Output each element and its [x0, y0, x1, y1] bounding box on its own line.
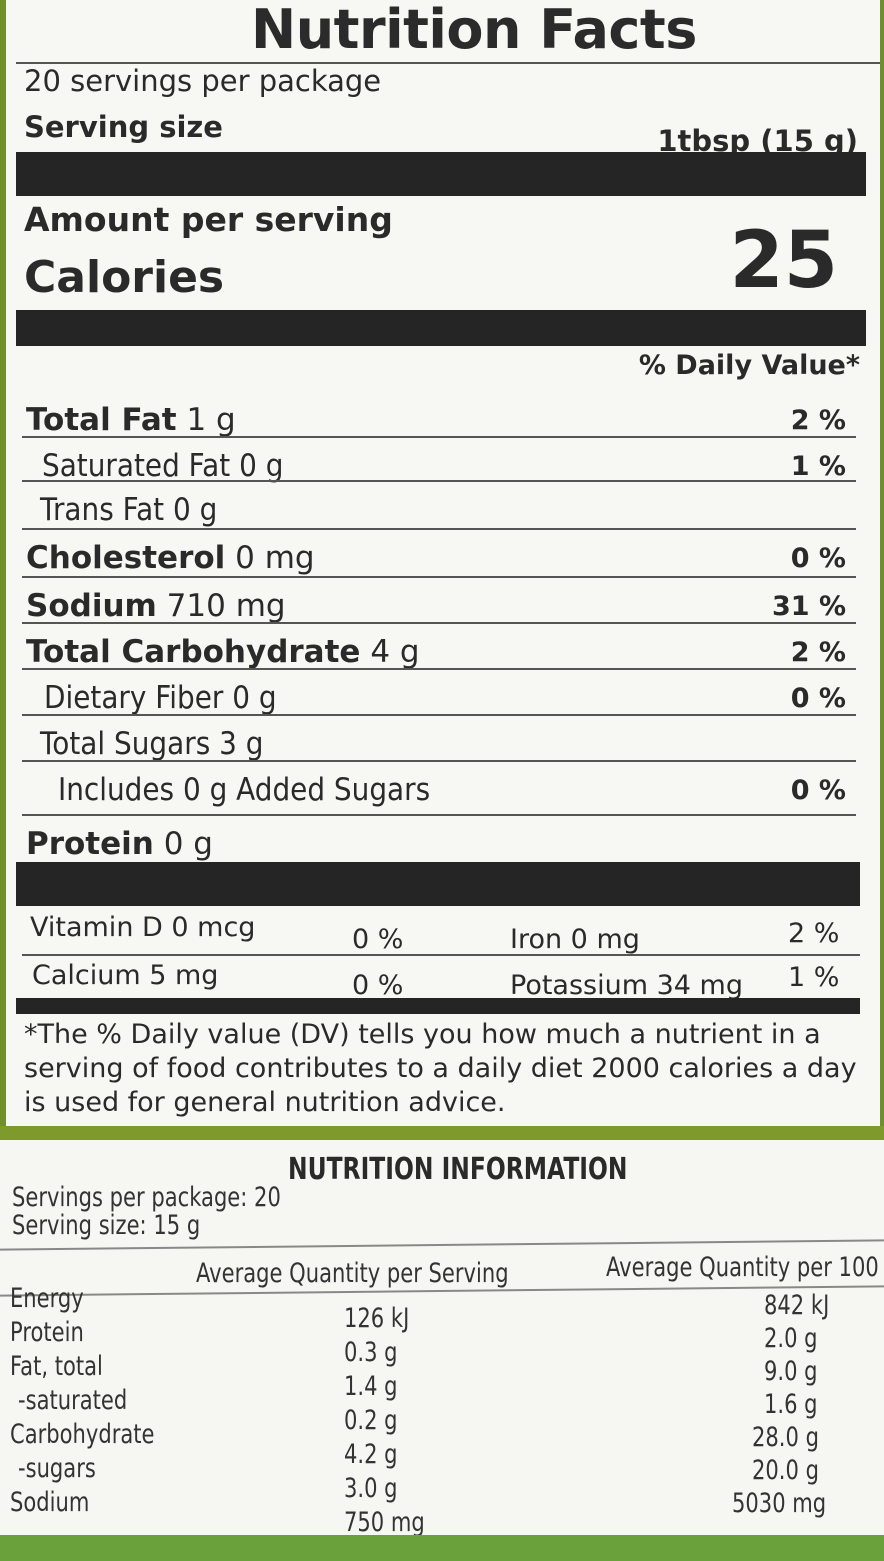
nutrient-label: Includes 0 g Added Sugars — [58, 772, 430, 808]
nutrient-name: Dietary Fiber — [44, 680, 224, 716]
calcium: Calcium 5 mg — [32, 960, 219, 991]
calories-label: Calories — [24, 252, 225, 303]
nutrient-daily-value: 2 % — [790, 637, 846, 668]
vitamin-d-dv: 0 % — [352, 924, 404, 955]
nutrient-daily-value: 0 % — [790, 775, 846, 806]
nutrient-row: Total Fat 1 g 2 % — [22, 392, 856, 438]
nutrient-name: Total Carbohydrate — [26, 634, 361, 670]
nutrient-amount: 0 mg — [235, 540, 315, 576]
au-per-100g-value: 2.0 g — [764, 1323, 818, 1354]
nutrient-row: Sodium 710 mg 31 % — [22, 576, 856, 624]
servings-per-package: 20 servings per package — [24, 64, 382, 98]
nutrient-name: Total Fat — [26, 402, 177, 438]
potassium: Potassium 34 mg — [510, 970, 743, 1001]
nutrient-name: Includes 0 g Added Sugars — [58, 772, 431, 808]
nutrient-amount: 0 g — [163, 826, 213, 862]
au-nutrient-name: Sodium — [10, 1487, 90, 1518]
packaging-border — [0, 1126, 884, 1140]
nutrient-daily-value: 2 % — [790, 405, 846, 436]
nutrient-name: Sodium — [26, 588, 157, 624]
thick-bar — [16, 862, 860, 906]
nutrient-row: Cholesterol 0 mg 0 % — [22, 528, 856, 576]
au-nutrient-name: Protein — [10, 1317, 84, 1348]
divider — [16, 62, 880, 64]
au-per-serving-value: 0.2 g — [344, 1405, 398, 1436]
nutrition-information-title: NUTRITION INFORMATION — [288, 1152, 628, 1187]
col-header-per-100g: Average Quantity per 100 g — [606, 1252, 884, 1283]
nutrient-row: Dietary Fiber 0 g 0 % — [22, 668, 856, 716]
nutrient-row: Total Sugars 3 g — [22, 714, 856, 762]
nutrient-amount: 0 g — [239, 448, 284, 484]
nutrient-amount: 3 g — [219, 726, 264, 762]
nutrient-amount: 0 g — [173, 492, 218, 528]
nutrient-amount: 4 g — [370, 634, 420, 670]
divider — [0, 1239, 884, 1251]
nutrient-amount: 710 mg — [166, 588, 286, 624]
au-per-100g-value: 28.0 g — [752, 1422, 819, 1453]
packaging-bottom — [0, 1535, 884, 1561]
potassium-dv: 1 % — [788, 962, 840, 993]
nutrient-label: Total Sugars 3 g — [40, 726, 263, 762]
au-per-100g-value: 842 kJ — [764, 1290, 830, 1321]
nutrient-name: Cholesterol — [26, 540, 226, 576]
nutrient-label: Dietary Fiber 0 g — [44, 680, 277, 716]
nutrient-name: Total Sugars — [40, 726, 211, 762]
au-per-serving-value: 3.0 g — [344, 1473, 398, 1504]
au-nutrient-name: Fat, total — [10, 1351, 103, 1382]
au-per-serving-value: 126 kJ — [344, 1303, 410, 1334]
nutrition-facts-title: Nutrition Facts — [251, 0, 697, 61]
au-nutrient-name: Energy — [10, 1283, 84, 1314]
au-per-100g-value: 20.0 g — [752, 1455, 819, 1486]
nutrient-label: Protein 0 g — [26, 826, 213, 862]
vitamin-d: Vitamin D 0 mcg — [30, 912, 256, 943]
thick-bar — [16, 152, 866, 196]
au-per-serving-value: 4.2 g — [344, 1439, 398, 1470]
au-per-serving-value: 0.3 g — [344, 1337, 398, 1368]
au-per-100g-value: 1.6 g — [764, 1389, 818, 1420]
calories-value: 25 — [729, 216, 838, 306]
amount-per-serving: Amount per serving — [24, 200, 393, 239]
nutrient-name: Trans Fat — [40, 492, 165, 528]
nutrient-label: Sodium 710 mg — [26, 588, 286, 624]
au-serving-size: Serving size: 15 g — [12, 1210, 201, 1241]
au-servings-per-package: Servings per package: 20 — [12, 1182, 281, 1213]
nutrient-daily-value: 31 % — [771, 591, 846, 622]
nutrient-label: Total Fat 1 g — [26, 402, 236, 438]
nutrient-name: Protein — [26, 826, 154, 862]
au-per-serving-value: 750 mg — [344, 1507, 425, 1538]
au-nutrient-name: Carbohydrate — [10, 1419, 155, 1450]
nutrient-label: Saturated Fat 0 g — [42, 448, 283, 484]
iron: Iron 0 mg — [510, 924, 640, 955]
nutrient-amount: 0 g — [232, 680, 277, 716]
nutrient-name: Saturated Fat — [42, 448, 231, 484]
nutrient-row: Includes 0 g Added Sugars 0 % — [22, 760, 856, 808]
au-per-serving-value: 1.4 g — [344, 1371, 398, 1402]
daily-value-header: % Daily Value* — [638, 350, 860, 381]
nutrient-row: Saturated Fat 0 g 1 % — [22, 436, 856, 484]
nutrient-row: Protein 0 g — [22, 814, 856, 862]
nutrition-facts-panel: Nutrition Facts 20 servings per package … — [6, 0, 880, 1128]
thick-bar — [16, 998, 860, 1014]
nutrient-daily-value: 1 % — [790, 451, 846, 482]
nutrient-label: Cholesterol 0 mg — [26, 540, 315, 576]
nutrient-row: Total Carbohydrate 4 g 2 % — [22, 622, 856, 670]
daily-value-footnote: *The % Daily value (DV) tells you how mu… — [24, 1019, 857, 1118]
au-nutrient-name: -saturated — [18, 1385, 128, 1416]
serving-size-label: Serving size — [24, 110, 223, 144]
nutrient-label: Total Carbohydrate 4 g — [26, 634, 420, 670]
au-per-100g-value: 5030 mg — [732, 1488, 827, 1519]
thick-bar — [16, 310, 866, 346]
nutrient-label: Trans Fat 0 g — [40, 492, 217, 528]
nutrient-daily-value: 0 % — [790, 683, 846, 714]
nutrition-information-panel: NUTRITION INFORMATION Servings per packa… — [0, 1140, 884, 1540]
iron-dv: 2 % — [788, 918, 840, 949]
au-per-100g-value: 9.0 g — [764, 1356, 818, 1387]
au-nutrient-name: -sugars — [18, 1453, 96, 1484]
nutrient-row: Trans Fat 0 g — [22, 480, 856, 528]
divider — [22, 954, 860, 956]
calcium-dv: 0 % — [352, 970, 404, 1001]
col-header-per-serving: Average Quantity per Serving — [196, 1258, 509, 1289]
nutrient-daily-value: 0 % — [790, 543, 846, 574]
nutrient-amount: 1 g — [186, 402, 236, 438]
